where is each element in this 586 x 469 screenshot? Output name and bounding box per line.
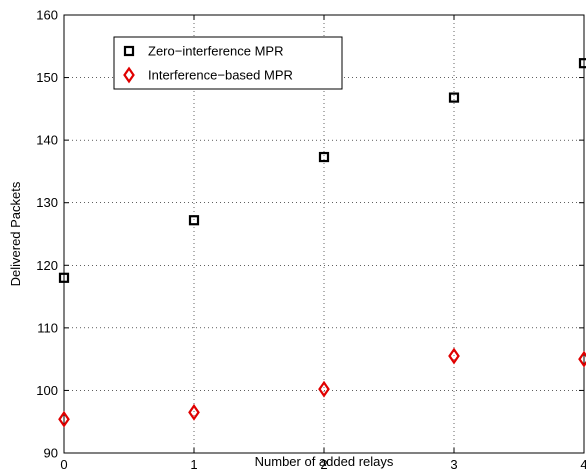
square-marker <box>448 92 460 103</box>
y-tick-label: 100 <box>36 383 58 398</box>
x-tick-label: 0 <box>60 457 67 469</box>
y-tick-label: 130 <box>36 195 58 210</box>
y-tick-label: 150 <box>36 70 58 85</box>
y-tick-label: 140 <box>36 133 58 148</box>
y-tick-label: 120 <box>36 258 58 273</box>
x-tick-label: 4 <box>580 457 586 469</box>
square-marker <box>318 151 330 163</box>
legend-label: Interference−based MPR <box>148 68 293 83</box>
y-axis-label: Delivered Packets <box>8 181 23 286</box>
legend-items: Zero−interference MPR Interference−based … <box>123 44 293 84</box>
x-axis-label: Number of added relays <box>255 454 394 469</box>
square-marker <box>58 272 70 283</box>
y-tick-label: 90 <box>44 446 58 461</box>
square-marker <box>188 215 200 226</box>
y-tick-labels: 90 100 110 120 130 140 150 160 <box>36 8 58 461</box>
legend-box <box>113 36 343 90</box>
data-markers <box>58 58 586 428</box>
x-tick-label: 1 <box>190 457 197 469</box>
x-tick-label: 3 <box>450 457 457 469</box>
y-tick-label: 160 <box>36 8 58 23</box>
diamond-marker <box>188 403 200 421</box>
x-tick-labels: 0 1 2 3 4 <box>60 457 586 469</box>
legend-diamond-icon <box>123 66 135 84</box>
square-marker <box>578 58 586 69</box>
diamond-marker <box>578 350 586 368</box>
legend-label: Zero−interference MPR <box>148 44 283 59</box>
diamond-marker <box>318 380 330 398</box>
axis-ticks <box>63 14 585 454</box>
x-tick-label: 2 <box>320 457 327 469</box>
legend-square-icon <box>123 45 135 57</box>
legend: Zero−interference MPR Interference−based … <box>113 36 343 90</box>
y-tick-label: 110 <box>37 320 58 335</box>
diamond-marker <box>448 347 460 365</box>
diamond-marker <box>58 410 70 428</box>
